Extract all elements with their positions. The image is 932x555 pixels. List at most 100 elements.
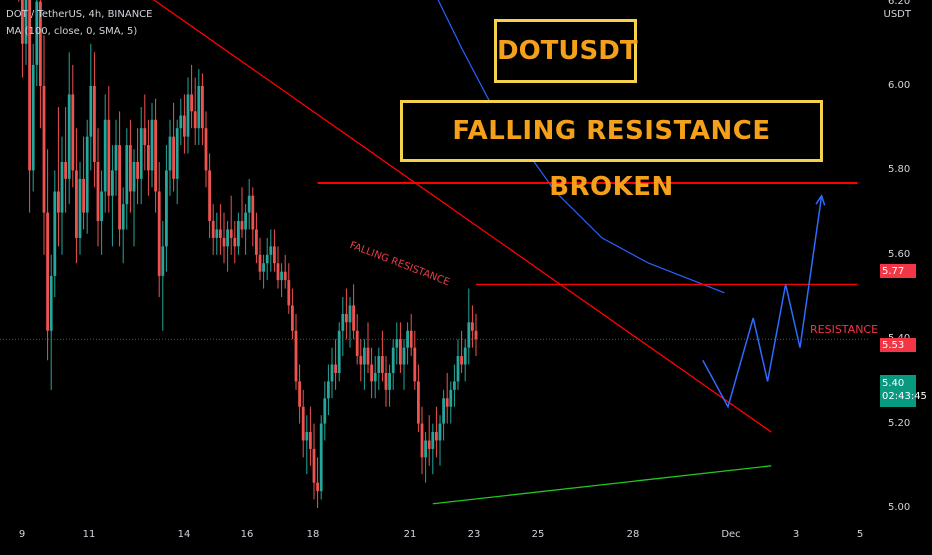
candle-body [305,432,309,441]
candle-body [121,204,125,230]
candle-body [298,381,301,407]
candle-body [420,423,424,458]
candle-body [129,145,132,192]
candle-body [456,356,460,382]
candle-body [471,322,474,331]
candle-body [165,170,168,247]
candle-body [391,347,395,373]
candle-body [60,161,64,213]
y-tick-label: 6.20 [888,0,911,7]
trendline-falling-resistance [152,0,772,433]
candle-body [85,136,89,213]
candle-body [323,398,327,424]
candle-body [186,94,190,137]
candle-body [449,389,453,407]
candle-body [301,406,305,441]
candle-body [190,94,193,112]
candle-body [427,440,431,449]
candle-body [413,347,417,382]
moving-average-line [437,0,725,294]
candle-body [125,145,129,205]
symbol-info: DOT / TetherUS, 4h, BINANCE [6,9,153,20]
candle-body [157,191,161,276]
x-tick-label: 16 [240,529,254,540]
x-tick-label: Dec [721,529,741,540]
candle-body [39,1,42,87]
candle-body [161,246,165,276]
projection-arrowhead [815,194,826,206]
candle-body [28,0,31,171]
y-tick-label: 5.20 [888,417,911,429]
candle-body [273,246,276,264]
candle-body [406,330,409,348]
x-tick-label: 14 [177,529,191,540]
candle-body [409,330,413,348]
x-tick-label: 23 [467,529,481,540]
candle-body [244,212,247,230]
currency-label: USDT [883,9,911,20]
candle-body [251,195,255,230]
candle-body [330,364,334,382]
candle-body [193,111,197,129]
candle-body [283,271,287,281]
candle-body [453,381,456,390]
candle-body [262,263,265,272]
candle-body [366,347,370,365]
candle-body [265,254,269,264]
candle-body [78,178,82,238]
current-price-value: 5.40 [882,378,905,389]
x-tick-label: 25 [531,529,545,540]
candle-body [71,94,75,171]
candle-body [424,440,427,458]
candle-body [183,115,186,137]
candle-body [118,145,121,230]
candle-body [442,398,445,424]
candle-body [64,161,67,179]
candle-body [438,423,442,441]
price-tag-upper: 5.77 [880,264,916,278]
candle-body [276,263,280,281]
y-tick-label: 5.60 [888,248,911,260]
candle-body [341,313,345,331]
candle-body [172,136,175,179]
candle-body [327,381,330,399]
candle-body [255,229,258,255]
candle-body [237,221,240,247]
candle-body [247,195,251,213]
candle-countdown: 02:43:45 [882,391,927,402]
candle-body [337,330,341,373]
candle-body [467,322,471,348]
candle-body [147,145,150,171]
candle-body [114,145,118,171]
x-tick-label: 5 [856,529,864,540]
candle-body [373,372,377,382]
candle-body [211,221,215,238]
candle-body [150,119,154,171]
candle-body [445,398,449,407]
candle-body [474,330,478,340]
candle-body [316,482,319,492]
candle-body [179,115,183,129]
candle-body [460,356,463,365]
candle-body [46,212,49,331]
candle-body [381,356,384,373]
candle-body [359,356,363,365]
candle-body [96,161,100,222]
candle-body [93,86,96,162]
price-tag-resistance: 5.53 [880,338,916,352]
candle-body [431,432,435,449]
candle-body [377,356,381,373]
candle-body [111,170,114,196]
candle-body [82,178,85,213]
trendline-support [432,465,772,505]
x-tick-label: 28 [626,529,640,540]
candle-body [463,347,467,365]
candle-body [258,254,262,272]
candle-body [57,191,60,213]
y-tick-label: 5.80 [888,164,911,176]
candle-body [132,161,136,192]
candle-body [240,221,244,230]
candle-body [67,94,71,179]
